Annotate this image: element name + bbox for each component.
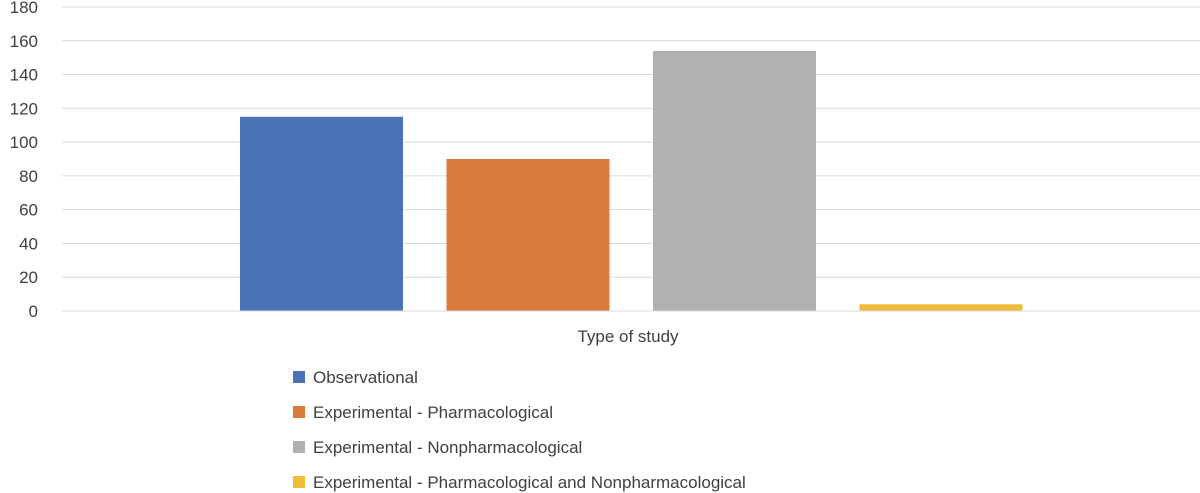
- legend-label: Observational: [313, 368, 418, 387]
- legend-swatch: [293, 476, 305, 488]
- y-tick-label: 60: [19, 201, 38, 220]
- y-axis-ticks: 0 20 40 60 80 100 120 140 160 180: [10, 0, 38, 321]
- bar-experimental-nonpharmacological: [653, 50, 816, 312]
- legend: Observational Experimental - Pharmacologi…: [293, 368, 746, 492]
- bar-experimental-pharmacological: [446, 159, 610, 311]
- y-tick-label: 0: [29, 302, 38, 321]
- y-tick-label: 160: [10, 32, 38, 51]
- y-tick-label: 120: [10, 99, 38, 118]
- legend-swatch: [293, 371, 305, 383]
- legend-label: Experimental - Nonpharmacological: [313, 438, 582, 457]
- gridlines: [62, 6, 1200, 278]
- legend-swatch: [293, 441, 305, 453]
- y-tick-label: 20: [19, 268, 38, 287]
- y-tick-label: 80: [19, 167, 38, 186]
- bars: [240, 50, 1023, 312]
- legend-label: Experimental - Pharmacological: [313, 403, 553, 422]
- y-tick-label: 180: [10, 0, 38, 17]
- bar-observational: [240, 116, 403, 312]
- x-axis-title: Type of study: [577, 327, 679, 346]
- legend-swatch: [293, 406, 305, 418]
- y-tick-label: 100: [10, 133, 38, 152]
- legend-label: Experimental - Pharmacological and Nonph…: [313, 473, 746, 492]
- y-tick-label: 40: [19, 234, 38, 253]
- y-tick-label: 140: [10, 66, 38, 85]
- bar-experimental-pharmacological-and-nonpharmacological: [859, 304, 1023, 311]
